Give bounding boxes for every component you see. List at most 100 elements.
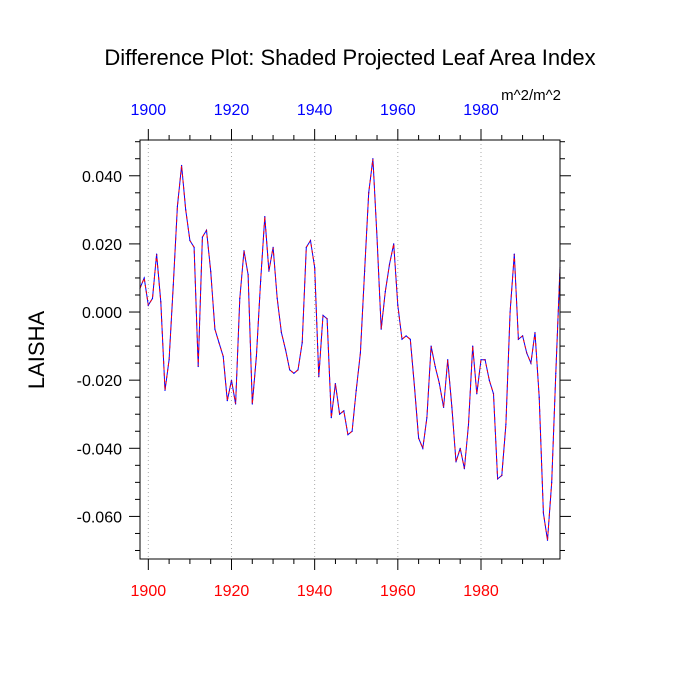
data-point xyxy=(280,331,282,334)
data-point xyxy=(168,359,170,361)
data-point xyxy=(301,342,303,344)
data-point xyxy=(189,239,191,242)
data-point xyxy=(276,297,278,299)
data-point xyxy=(513,253,515,255)
chart-title: Difference Plot: Shaded Projected Leaf A… xyxy=(104,45,595,70)
data-point xyxy=(172,284,174,286)
data-point xyxy=(326,318,328,320)
data-point xyxy=(314,267,316,269)
data-point xyxy=(364,270,366,272)
data-point xyxy=(380,328,382,330)
data-point xyxy=(247,274,249,276)
data-point xyxy=(351,430,353,432)
data-point xyxy=(401,338,403,340)
data-point xyxy=(451,406,453,408)
y-axis-label: LAISHA xyxy=(24,311,49,390)
data-point xyxy=(501,474,503,477)
x-tick-label-bottom: 1940 xyxy=(297,583,333,600)
data-point xyxy=(509,311,511,313)
data-point xyxy=(492,393,495,395)
data-point xyxy=(197,365,199,368)
data-point xyxy=(467,423,470,425)
data-point xyxy=(181,164,183,167)
data-point xyxy=(156,253,158,255)
data-point xyxy=(497,478,499,480)
data-point xyxy=(463,468,465,470)
data-point xyxy=(268,270,270,272)
series-line-blue xyxy=(139,158,561,541)
x-tick-label-bottom: 1980 xyxy=(463,583,499,600)
data-point xyxy=(484,359,486,361)
data-point xyxy=(447,359,449,361)
data-point xyxy=(397,304,399,306)
data-point xyxy=(555,372,557,374)
data-point xyxy=(438,383,440,385)
x-tick-label-bottom: 1960 xyxy=(380,583,416,600)
data-point xyxy=(264,216,266,218)
data-point xyxy=(430,345,432,347)
data-point xyxy=(143,277,145,279)
data-point xyxy=(293,372,295,374)
data-point xyxy=(339,413,341,415)
data-point xyxy=(260,280,262,282)
series-line-red xyxy=(139,158,561,541)
data-point xyxy=(226,400,228,402)
data-point xyxy=(218,342,220,344)
data-point xyxy=(413,386,416,388)
data-point xyxy=(517,338,520,340)
y-tick-label: 0.020 xyxy=(82,237,122,254)
data-point xyxy=(343,410,345,412)
data-point xyxy=(160,301,162,303)
data-point xyxy=(526,352,528,354)
data-point xyxy=(393,243,395,245)
data-point xyxy=(522,335,524,337)
data-point xyxy=(368,192,370,194)
y-tick-label: -0.040 xyxy=(77,441,122,458)
data-point xyxy=(376,236,378,238)
data-point xyxy=(205,229,208,231)
data-point xyxy=(488,379,490,381)
x-tick-label-bottom: 1900 xyxy=(131,583,167,600)
data-point xyxy=(542,512,545,514)
y-tick-label: -0.020 xyxy=(77,373,122,390)
data-point xyxy=(418,437,420,439)
data-point xyxy=(347,434,349,436)
x-tick-label-top: 1960 xyxy=(380,102,416,119)
data-point xyxy=(472,345,474,347)
data-point xyxy=(235,403,237,405)
x-tick-label-top: 1980 xyxy=(463,102,499,119)
data-point xyxy=(422,447,424,449)
data-point xyxy=(546,539,549,541)
data-point xyxy=(289,369,291,371)
data-point xyxy=(455,461,457,463)
data-point xyxy=(443,406,445,408)
data-point xyxy=(185,209,187,211)
data-point xyxy=(284,348,287,351)
units-label: m^2/m^2 xyxy=(501,87,561,104)
data-point xyxy=(538,396,540,398)
data-point xyxy=(255,355,257,357)
data-point xyxy=(305,246,307,248)
data-point xyxy=(534,331,536,334)
data-point xyxy=(239,297,241,299)
x-tick-label-top: 1940 xyxy=(297,102,333,119)
data-point xyxy=(480,359,482,361)
data-point xyxy=(388,263,391,265)
data-point xyxy=(251,403,253,405)
data-point xyxy=(230,379,233,381)
data-point xyxy=(318,376,320,378)
data-point xyxy=(176,205,178,207)
x-tick-label-bottom: 1920 xyxy=(214,583,250,600)
x-tick-label-top: 1900 xyxy=(131,102,167,119)
data-point xyxy=(272,246,274,248)
y-tick-label: 0.040 xyxy=(82,169,122,186)
data-point xyxy=(409,338,411,340)
data-point xyxy=(334,383,336,385)
data-point xyxy=(505,423,507,425)
data-point xyxy=(309,239,312,242)
data-point xyxy=(384,291,386,293)
data-point xyxy=(201,236,203,238)
axis-ticks xyxy=(129,129,571,570)
data-point xyxy=(405,335,407,337)
data-point xyxy=(214,328,216,330)
